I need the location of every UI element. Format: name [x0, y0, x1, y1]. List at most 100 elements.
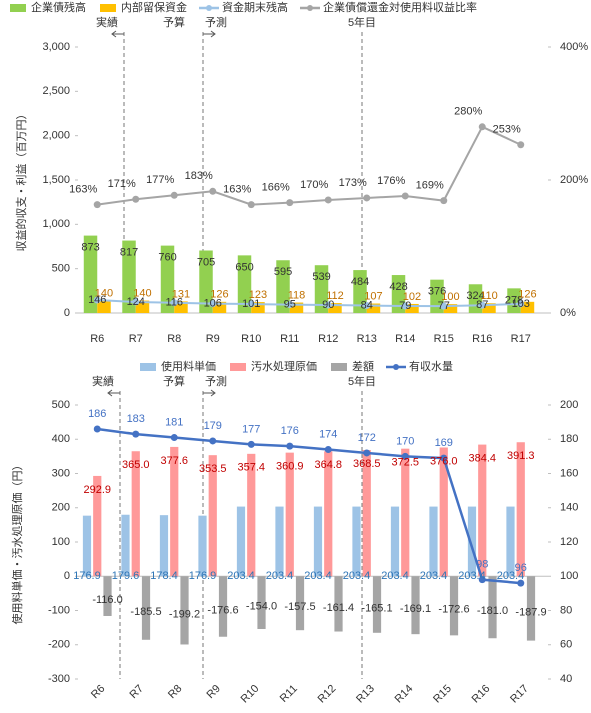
bar: [324, 451, 333, 577]
y-tick-label: 1,000: [42, 218, 70, 230]
line-point: [170, 299, 178, 307]
line-label: 181: [165, 416, 183, 428]
y2-tick-label: 200%: [560, 174, 588, 186]
line-label: 87: [476, 299, 488, 311]
line: [97, 427, 521, 585]
line-label: 84: [361, 299, 373, 311]
y-axis-label: 使用料単価・汚水処理原価（円）: [10, 460, 24, 625]
legend-label: 企業債償還金対使用料収益比率: [323, 0, 477, 14]
legend-label: 差額: [352, 359, 374, 373]
legend-swatch: [393, 364, 399, 370]
line-point: [401, 302, 409, 310]
bar: [122, 240, 136, 313]
bar: [198, 515, 207, 577]
bar: [401, 448, 410, 577]
line-point: [324, 196, 332, 204]
line-point: [440, 302, 448, 310]
annotation: 予測: [205, 15, 227, 29]
bar-label: -199.2: [169, 608, 200, 620]
line-point: [286, 442, 294, 450]
line-point: [93, 425, 101, 433]
bar: [467, 506, 477, 577]
bar: [313, 506, 323, 577]
bar: [366, 303, 381, 313]
bar: [275, 506, 284, 577]
bar: [439, 447, 448, 577]
line-label: 163%: [69, 184, 97, 196]
bar: [482, 303, 496, 313]
bar: [295, 576, 305, 631]
x-tick-label: R11: [280, 333, 299, 345]
bar: [251, 302, 265, 313]
bar: [159, 515, 169, 577]
bar: [516, 442, 525, 577]
line-point: [286, 301, 294, 309]
line-label: 103: [512, 298, 530, 310]
x-tick-label: R12: [318, 333, 338, 345]
bar: [506, 506, 515, 577]
bar: [199, 250, 213, 313]
bar: [352, 506, 361, 577]
bar: [276, 260, 290, 313]
line-point: [247, 300, 255, 308]
line-point: [440, 454, 448, 462]
annotation: 予算: [163, 374, 185, 388]
line-label: 166%: [262, 182, 290, 194]
y2-tick-label: 180: [560, 433, 578, 445]
x-tick-label: R6: [89, 683, 107, 701]
bar-label: 376.0: [430, 455, 458, 467]
bar: [507, 288, 521, 313]
line-label: 280%: [454, 106, 482, 118]
arrow: [111, 30, 124, 38]
legend-swatch: [140, 363, 156, 371]
x-tick-label: R17: [511, 333, 531, 345]
line-point: [401, 452, 409, 460]
line-label: 176: [281, 425, 299, 437]
arrow: [203, 30, 216, 38]
bar: [362, 450, 371, 577]
annotation: 予測: [205, 374, 227, 388]
legend-swatch: [230, 363, 246, 371]
bar: [82, 515, 92, 577]
bar-label: 595: [274, 266, 292, 278]
x-tick-label: R13: [357, 333, 377, 345]
bar-label: 873: [81, 242, 99, 254]
line-label: 95: [284, 298, 296, 310]
line-label: 146: [88, 294, 106, 306]
line-point: [517, 141, 525, 149]
bar-label: 123: [249, 289, 267, 301]
bar-label: 203.4: [420, 570, 448, 582]
bar-label: 539: [312, 271, 330, 283]
bar: [391, 275, 406, 313]
bar-label: -154.0: [246, 601, 277, 613]
bar-label: 203.4: [458, 570, 486, 582]
y-tick-label: -100: [48, 604, 70, 616]
line-point: [517, 579, 525, 587]
y-tick-label: 2,000: [42, 130, 70, 142]
bar: [237, 255, 252, 313]
line-point: [324, 301, 332, 309]
bar-label: -172.6: [438, 604, 469, 616]
bar: [247, 453, 256, 577]
line-label: 177: [242, 423, 260, 435]
line-label: 174: [319, 428, 337, 440]
bar: [443, 304, 458, 313]
line-label: 179: [204, 420, 222, 432]
y2-tick-label: 100: [560, 570, 578, 582]
bar-label: 357.4: [237, 462, 265, 474]
x-tick-label: R10: [239, 683, 262, 706]
bar: [526, 576, 536, 641]
line-point: [440, 197, 448, 205]
bar-label: 110: [480, 290, 498, 302]
bar-label: 203.4: [304, 570, 332, 582]
bar: [328, 303, 342, 313]
bar-label: 377.6: [160, 455, 188, 467]
x-tick-label: R8: [167, 333, 181, 345]
bar-label: 203.4: [266, 570, 294, 582]
y-tick-label: -200: [48, 639, 70, 651]
legend-swatch: [331, 363, 347, 371]
x-tick-label: R13: [354, 683, 377, 706]
bar: [520, 301, 535, 313]
x-tick-label: R17: [508, 683, 531, 706]
bar: [236, 506, 246, 577]
